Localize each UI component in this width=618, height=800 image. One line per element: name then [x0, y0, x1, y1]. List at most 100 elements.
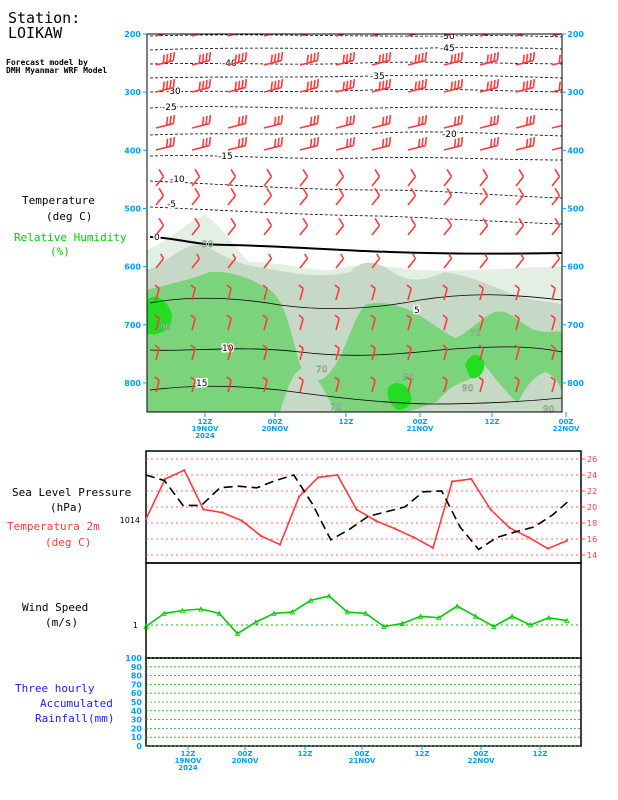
wind-barb [479, 187, 489, 206]
temp2m-point [450, 480, 454, 483]
wind-barb [407, 253, 417, 269]
rain-tick-label: 100 [125, 654, 142, 663]
wind-barb [443, 34, 462, 37]
wind-barb [443, 78, 464, 93]
rh-region-mid-2 [280, 368, 335, 412]
wind-barb [155, 114, 176, 129]
wind-barb [191, 168, 201, 187]
wind-barb [226, 314, 232, 331]
wind-barb [371, 168, 381, 187]
time-label-bottom: 00Z [355, 750, 370, 758]
wind-barb [335, 187, 345, 206]
contour-label: 5 [414, 306, 420, 316]
rh-region-mid-4 [515, 372, 562, 412]
contour-label: 10 [222, 344, 234, 354]
date-label-upper: 20NOV [262, 425, 289, 433]
wind-barb [298, 314, 304, 331]
wind-barb [406, 344, 412, 361]
temperature-contour [149, 34, 562, 38]
wind-barb [515, 187, 525, 206]
wind-barb [551, 187, 561, 206]
wind-barb [478, 376, 484, 393]
wind-barb [154, 376, 160, 393]
date-label-upper: 21NOV [407, 425, 434, 433]
wind-barb [550, 314, 556, 331]
wind-speed-marker [143, 623, 149, 629]
rain-tick-label: 80 [131, 672, 143, 681]
wind-barb [407, 114, 428, 129]
pressure-label-left: 400 [124, 146, 141, 155]
wind-barb [191, 51, 212, 66]
rh-contour-label: 90 [160, 323, 172, 333]
model-line-1: Forecast model by [6, 58, 88, 67]
temp2m-point [431, 546, 435, 549]
wind-speed-marker [179, 607, 186, 613]
wind-barb [299, 253, 309, 269]
wind-barb [334, 284, 340, 301]
wind-barb [298, 344, 304, 361]
temp2m-point [317, 476, 320, 479]
wind-barb [334, 314, 340, 331]
wind-barb [371, 114, 392, 129]
temperature-contour [149, 294, 562, 309]
wind-barb [514, 314, 520, 331]
upper-air-frame [146, 33, 563, 413]
wind-barb [514, 284, 520, 301]
wind-barb [299, 78, 320, 93]
temp2m-point [202, 508, 205, 511]
slp-series [145, 474, 572, 551]
rain-tick-label: 30 [131, 716, 143, 725]
wind-barb [443, 136, 464, 151]
wind-barb [227, 168, 237, 187]
wind-barb [335, 136, 356, 151]
wind-barb [442, 376, 448, 393]
contour-label: -10 [170, 175, 185, 185]
wind-label: Wind Speed [22, 601, 89, 614]
wind-barb [155, 217, 165, 236]
temp2m-point [393, 527, 396, 530]
rh-region-green [147, 271, 562, 412]
wind-barb [227, 78, 248, 93]
wind-barb [479, 168, 489, 187]
wind-barb [551, 53, 562, 66]
wind-barb [515, 34, 534, 37]
temp2m-point [221, 511, 224, 514]
temp2m-point [374, 519, 377, 522]
wind-speed-marker [363, 610, 369, 616]
temp-tick-label: 26 [587, 455, 597, 464]
contour-label: -20 [442, 130, 457, 140]
temperature-contour [149, 346, 562, 356]
wind-barb [262, 344, 268, 361]
wind-barb [479, 51, 500, 66]
temp2m-unit: (deg C) [45, 536, 92, 549]
wind-barb [263, 51, 284, 66]
rh-region-bright-1 [147, 296, 173, 335]
wind-frame [145, 562, 582, 659]
wind-barb [550, 376, 556, 393]
wind-barb [371, 78, 392, 93]
wind-barb [262, 314, 268, 331]
wind-barb [370, 344, 376, 361]
slp-label: Sea Level Pressure [12, 486, 132, 499]
wind-barb [406, 314, 412, 331]
wind-barb [443, 114, 464, 129]
temperature-contour [149, 385, 562, 405]
wind-barb [515, 114, 536, 129]
wind-barb [443, 187, 453, 206]
date-label-bottom: 21NOV [349, 757, 376, 765]
pressure-label-left: 700 [124, 321, 141, 330]
wind-barb [263, 34, 282, 37]
wind-barb [407, 187, 417, 206]
wind-barb [335, 51, 356, 66]
wind-barb [479, 78, 500, 93]
temperature-contour [149, 180, 562, 199]
rain-tick-label: 60 [131, 689, 143, 698]
contour-label: -45 [440, 44, 455, 54]
temperature-contour [149, 131, 562, 137]
wind-barb [155, 168, 165, 187]
wind-barb [478, 284, 484, 301]
date-label-bottom: 22NOV [468, 757, 495, 765]
temp-tick-label: 24 [587, 471, 597, 480]
wind-barb [479, 217, 489, 236]
wind-barb [191, 217, 201, 236]
